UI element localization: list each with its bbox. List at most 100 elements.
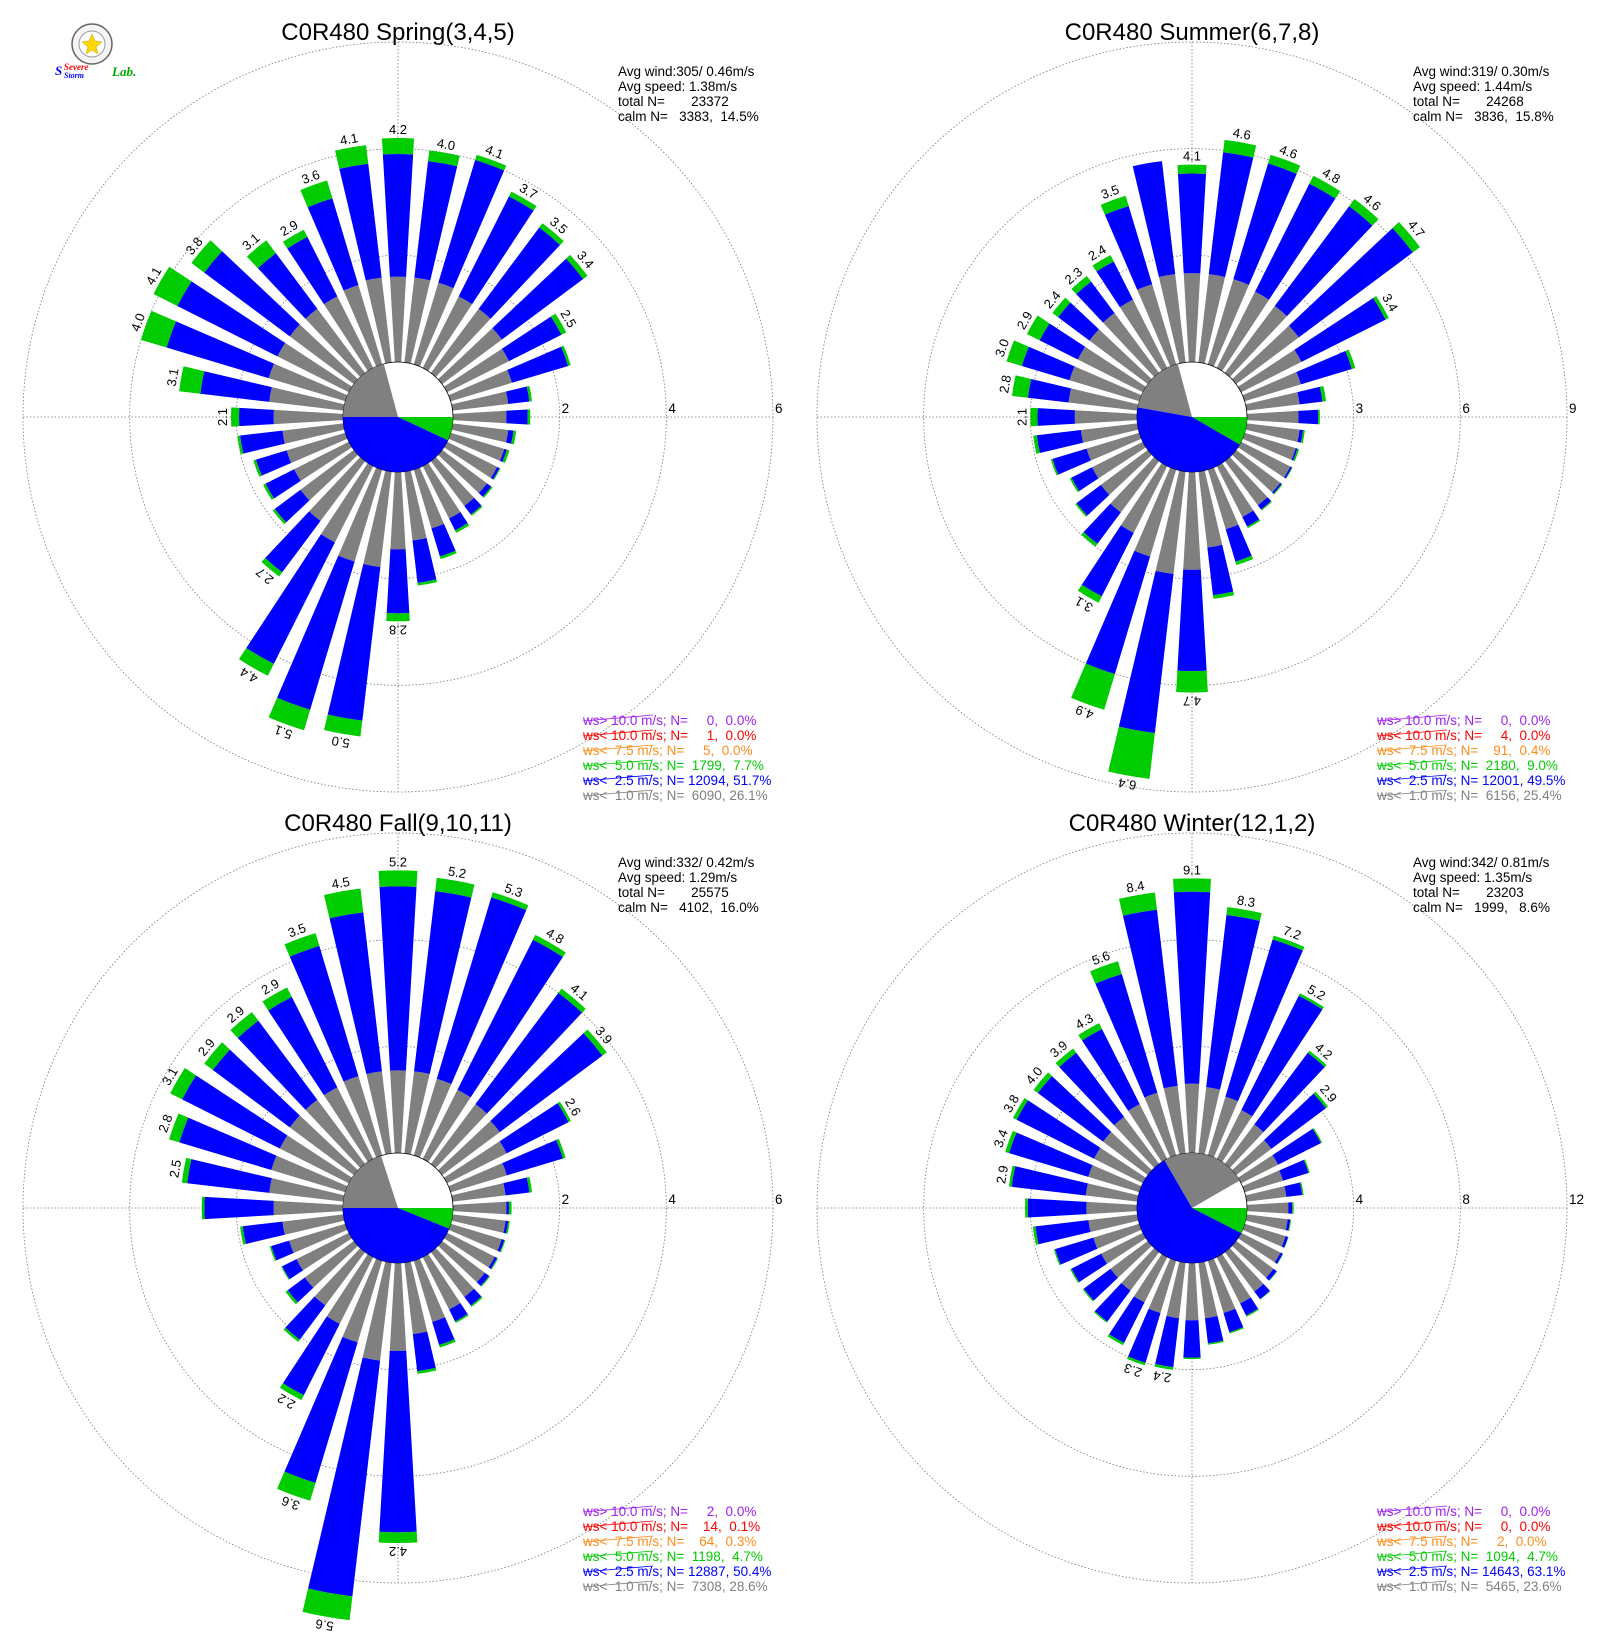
bar-segment-lt2_5 [506,429,514,444]
bar-segment-lt1 [452,410,507,424]
bar-segment-lt5 [482,486,493,498]
bar-segment-lt2_5 [449,1303,468,1322]
bar-segment-lt1 [1242,1223,1286,1247]
bar-segment-lt5 [300,180,333,208]
sector-bar [1207,154,1301,367]
bar-segment-lt1 [1242,372,1301,402]
bar-segment-lt5 [506,1220,510,1234]
sector-bar [302,1261,392,1621]
legend-strike [582,1535,654,1543]
bar-segment-lt2_5 [1104,205,1153,290]
calm-slice [1192,417,1247,445]
bar-segment-lt5 [1276,1253,1284,1265]
legend-strike [1376,714,1448,722]
sector-bar [324,888,392,1155]
bar-segment-lt2_5 [271,1240,294,1261]
bar-segment-lt5 [1226,907,1262,921]
bar-segment-lt2_5 [458,196,534,305]
bar-segment-lt5 [1300,430,1305,444]
bar-value-label: 6.4 [1117,775,1137,793]
bar-segment-lt5 [480,1275,490,1287]
sector-bar [282,229,374,372]
sector-bar [1216,175,1341,372]
chart-title: C0R480 Summer(6,7,8) [1065,19,1320,46]
sector-bar [1245,1182,1304,1202]
calm-slice [1137,1160,1242,1263]
bar-segment-lt2_5 [1223,1308,1244,1333]
bar-segment-lt5 [1298,993,1324,1010]
windrose-panel: C0R480 Summer(6,7,8)3 6 94.14.64.64.84.64.… [816,19,1577,803]
sector-bar [181,1157,345,1202]
bar-segment-lt2_5 [1297,429,1304,443]
sector-bar [1237,1128,1323,1184]
bar-segment-lt1 [1224,1124,1264,1168]
bar-segment-lt1 [1245,423,1300,442]
legend-strike [1376,759,1448,767]
bar-segment-lt5 [1207,1340,1224,1345]
bar-segment-lt1 [448,1223,502,1251]
legend-entry: ws< 10.0 m/s; N= 0, 0.0% [1376,1519,1550,1534]
bar-segment-lt5 [238,647,274,676]
bar-segment-lt2_5 [1109,1296,1145,1343]
bar-segment-lt1 [404,470,427,541]
sector-bar [1207,935,1305,1158]
bar-segment-lt5 [1008,1165,1016,1187]
sector-bar [1107,1253,1168,1346]
bar-segment-lt2_5 [412,1331,436,1372]
ring-tick-label: 6 [775,401,783,416]
bar-segment-lt2_5 [490,1033,603,1133]
bar-segment-lt2_5 [1274,206,1373,317]
bar-segment-lt5 [1090,961,1122,984]
bar-segment-lt5 [1050,458,1059,476]
bar-segment-lt2_5 [502,1139,564,1176]
bar-segment-lt1 [1068,388,1139,411]
bar-value-label: 3.6 [279,1493,301,1513]
sector-bar [443,441,501,480]
bar-segment-lt1 [1166,1261,1186,1319]
bar-segment-lt5 [1247,519,1261,529]
bar-segment-lt2_5 [1009,1132,1093,1177]
sector-bar [1050,432,1142,476]
bar-segment-lt5 [508,191,537,211]
sector-bar [240,1214,345,1245]
bar-segment-lt5 [272,508,287,525]
bar-segment-lt5 [1273,483,1283,495]
bar-value-label: 4.5 [330,874,350,892]
bar-segment-lt5 [435,877,475,898]
bar-segment-lt2_5 [1037,1076,1112,1142]
bar-segment-lt1 [273,1200,344,1216]
bar-segment-lt1 [413,1258,446,1322]
bar-segment-lt2_5 [1272,1128,1321,1165]
bar-segment-lt1 [296,1232,353,1271]
legend-entry: ws> 10.0 m/s; N= 0, 0.0% [1376,713,1550,728]
bar-segment-lt5 [490,1257,499,1270]
bar-segment-lt5 [1319,385,1327,402]
bar-segment-lt5 [285,1290,298,1305]
bar-segment-lt1 [1085,1183,1139,1202]
sector-bar [451,1176,533,1202]
bar-segment-lt2_5 [436,897,527,1085]
bar-segment-lt2_5 [1240,1297,1259,1316]
sector-bar [1126,1258,1177,1366]
windrose-panel: C0R480 Fall(9,10,11)2 4 65.25.25.34.84.13.… [22,810,783,1634]
bar-segment-lt2_5 [1254,1052,1325,1133]
stats-line: Avg speed: 1.35m/s [1413,870,1532,885]
bar-segment-lt2_5 [1096,261,1133,308]
bar-segment-lt1 [1216,291,1270,372]
bar-segment-lt5 [1069,477,1080,493]
windrose-panel: C0R480 Spring(3,4,5)2 4 64.24.0 4.13.73.53.… [22,19,783,803]
sector-bar [281,1232,353,1280]
bar-segment-lt2_5 [1177,569,1207,672]
bar-segment-lt1 [1094,1147,1147,1184]
bar-segment-lt1 [443,1141,507,1184]
bar-segment-lt1 [282,423,345,444]
bar-value-label: 5.6 [1090,948,1112,968]
bar-segment-lt5 [1075,502,1088,517]
calm-slice [1192,1208,1247,1233]
chart-title: C0R480 Spring(3,4,5) [281,19,514,46]
bar-segment-lt1 [1088,1165,1142,1193]
bar-segment-lt2_5 [1039,323,1086,360]
sector-bar [1232,221,1420,385]
stats-line: Avg speed: 1.38m/s [618,79,737,94]
